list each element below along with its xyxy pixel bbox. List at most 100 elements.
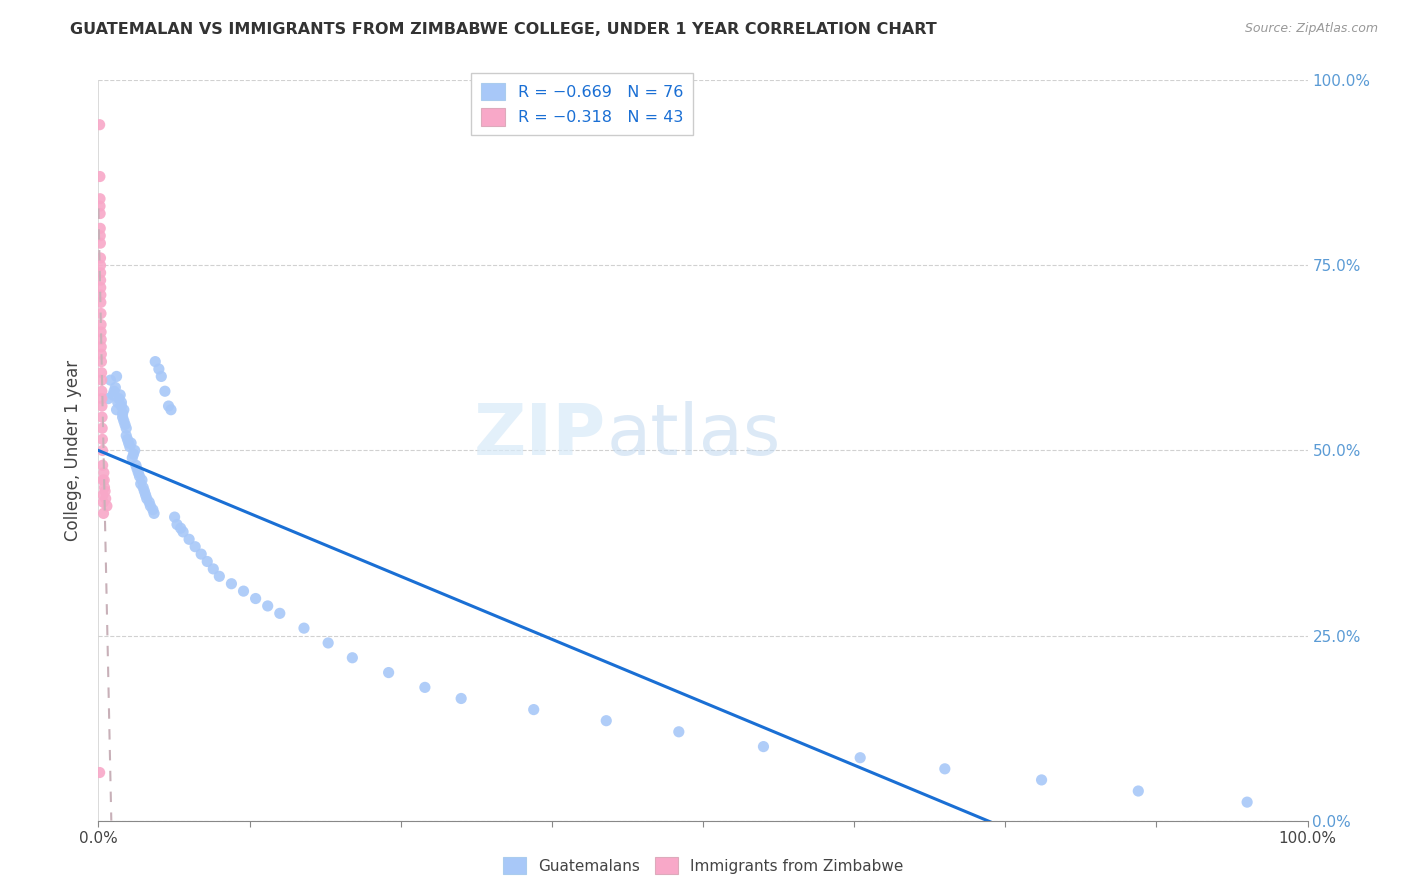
Point xyxy=(89,765,111,780)
Point xyxy=(934,762,956,776)
Point xyxy=(90,366,112,380)
Point xyxy=(143,354,166,368)
Point xyxy=(96,499,118,513)
Point xyxy=(118,436,141,450)
Point xyxy=(143,507,166,521)
Point xyxy=(89,221,111,235)
Point xyxy=(107,395,129,409)
Point xyxy=(89,206,111,220)
Point xyxy=(91,473,114,487)
Point xyxy=(108,388,131,402)
Point xyxy=(93,473,115,487)
Point xyxy=(112,414,135,428)
Point xyxy=(128,469,150,483)
Point xyxy=(131,473,153,487)
Point xyxy=(90,325,112,339)
Point xyxy=(157,399,180,413)
Point xyxy=(138,495,160,509)
Point xyxy=(179,533,201,547)
Point xyxy=(169,521,191,535)
Point xyxy=(124,443,146,458)
Point xyxy=(523,703,546,717)
Point xyxy=(89,199,111,213)
Point xyxy=(89,169,111,184)
Point xyxy=(118,440,141,454)
Point xyxy=(108,392,131,406)
Point xyxy=(849,750,872,764)
Point xyxy=(91,421,114,435)
Point xyxy=(103,384,125,399)
Point xyxy=(450,691,472,706)
Point xyxy=(184,540,207,554)
Point xyxy=(90,288,112,302)
Point xyxy=(1128,784,1150,798)
Point xyxy=(89,236,111,251)
Point xyxy=(104,380,127,394)
Point xyxy=(202,562,225,576)
Point xyxy=(91,488,114,502)
Point xyxy=(90,306,112,320)
Point xyxy=(135,488,157,502)
Point xyxy=(752,739,775,754)
Point xyxy=(377,665,399,680)
Point xyxy=(90,332,112,346)
Point xyxy=(150,369,173,384)
Point xyxy=(90,340,112,354)
Point xyxy=(93,480,115,494)
Point xyxy=(90,384,112,399)
Point xyxy=(110,399,132,413)
Text: ZIP: ZIP xyxy=(474,401,606,470)
Text: atlas: atlas xyxy=(606,401,780,470)
Point xyxy=(117,433,139,447)
Point xyxy=(90,399,112,413)
Point xyxy=(89,228,111,243)
Point xyxy=(97,392,120,406)
Point xyxy=(232,584,254,599)
Point xyxy=(127,466,149,480)
Point xyxy=(89,259,111,273)
Point xyxy=(269,607,291,621)
Point xyxy=(668,724,690,739)
Point xyxy=(111,410,134,425)
Point xyxy=(1031,772,1053,787)
Point xyxy=(90,347,112,361)
Point xyxy=(94,484,117,499)
Point xyxy=(101,388,124,402)
Point xyxy=(121,450,143,465)
Point xyxy=(208,569,231,583)
Point xyxy=(292,621,315,635)
Point xyxy=(148,362,170,376)
Legend: Guatemalans, Immigrants from Zimbabwe: Guatemalans, Immigrants from Zimbabwe xyxy=(496,851,910,880)
Point xyxy=(89,192,111,206)
Point xyxy=(160,402,183,417)
Point xyxy=(90,280,112,294)
Point xyxy=(190,547,212,561)
Point xyxy=(90,373,112,387)
Point xyxy=(163,510,186,524)
Point xyxy=(135,491,157,506)
Legend: R = −0.669   N = 76, R = −0.318   N = 43: R = −0.669 N = 76, R = −0.318 N = 43 xyxy=(471,73,693,136)
Point xyxy=(100,373,122,387)
Point xyxy=(90,354,112,368)
Point xyxy=(112,402,135,417)
Point xyxy=(166,517,188,532)
Point xyxy=(89,118,111,132)
Point xyxy=(90,392,112,406)
Point xyxy=(90,266,112,280)
Point xyxy=(221,576,243,591)
Point xyxy=(111,407,134,421)
Point xyxy=(114,417,136,432)
Point xyxy=(139,499,162,513)
Point xyxy=(195,555,218,569)
Point xyxy=(342,650,364,665)
Y-axis label: College, Under 1 year: College, Under 1 year xyxy=(65,359,83,541)
Point xyxy=(132,480,155,494)
Point xyxy=(153,384,176,399)
Point xyxy=(122,447,145,461)
Point xyxy=(115,421,138,435)
Point xyxy=(125,458,148,473)
Point xyxy=(120,436,142,450)
Text: Source: ZipAtlas.com: Source: ZipAtlas.com xyxy=(1244,22,1378,36)
Point xyxy=(172,524,194,539)
Point xyxy=(115,428,138,442)
